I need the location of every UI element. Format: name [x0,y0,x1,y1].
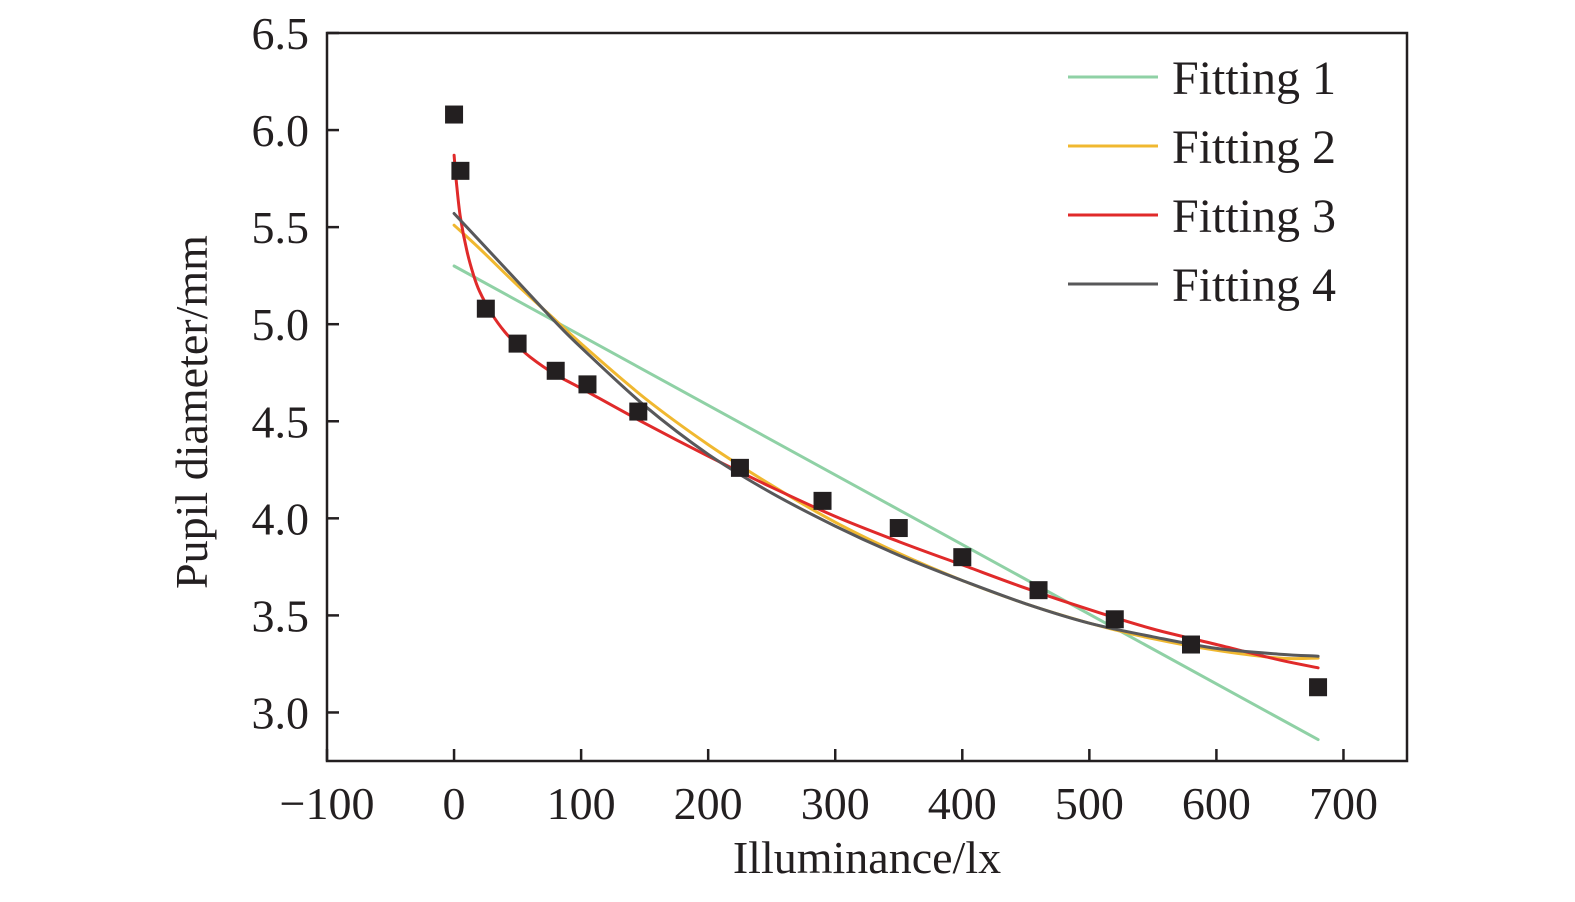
data-point [476,299,495,318]
fitting-curve-1 [452,264,1320,742]
y-tick-label: 3.0 [252,687,310,738]
y-tick-label: 4.0 [252,493,310,544]
data-point [1182,635,1200,654]
plot-area [325,31,1409,763]
legend-label-1: Fitting 1 [1172,52,1336,105]
data-point [578,375,597,394]
data-point [546,361,565,380]
x-tick-label: 600 [1182,778,1251,829]
y-tick-label: 6.0 [252,105,310,156]
x-tick-label: 400 [928,778,997,829]
y-tick-label: 3.5 [252,590,310,641]
data-point [730,458,749,477]
x-axis-title: Illuminance/lx [733,832,1001,883]
x-tick-label: −100 [280,778,375,829]
fitting-curve-3 [452,153,1320,670]
y-tick-label: 5.5 [252,202,310,253]
data-point [1105,610,1124,629]
x-tick-label: 700 [1309,778,1378,829]
data-point [445,105,464,124]
legend-label-4: Fitting 4 [1172,259,1336,312]
y-tick-label: 5.0 [252,299,310,350]
legend: Fitting 1 Fitting 2 Fitting 3 Fitting 4 [1068,52,1336,312]
x-tick-label: 0 [443,778,466,829]
data-point [953,548,972,567]
fitting-curve-4 [452,212,1320,658]
data-point [629,402,648,421]
x-tick-label: 200 [674,778,743,829]
legend-label-2: Fitting 2 [1172,121,1336,174]
data-point [1309,678,1328,697]
y-axis-title: Pupil diameter/mm [166,235,217,589]
plot-frame [325,31,1409,763]
x-tick-label: 500 [1055,778,1124,829]
axes: −100 0 100 200 300 400 500 600 700 3.0 3.5 4.0 4.5 5.… [252,8,1378,829]
data-point [889,519,908,538]
data-point [813,491,832,510]
fitting-curves [452,153,1320,742]
data-point [451,161,470,180]
y-tick-label: 4.5 [252,396,310,447]
data-point [1029,581,1048,600]
data-point [508,334,527,353]
data-points [445,105,1328,697]
legend-label-3: Fitting 3 [1172,190,1336,243]
x-tick-label: 300 [801,778,870,829]
y-tick-label: 6.5 [252,8,310,59]
x-tick-label: 100 [547,778,616,829]
